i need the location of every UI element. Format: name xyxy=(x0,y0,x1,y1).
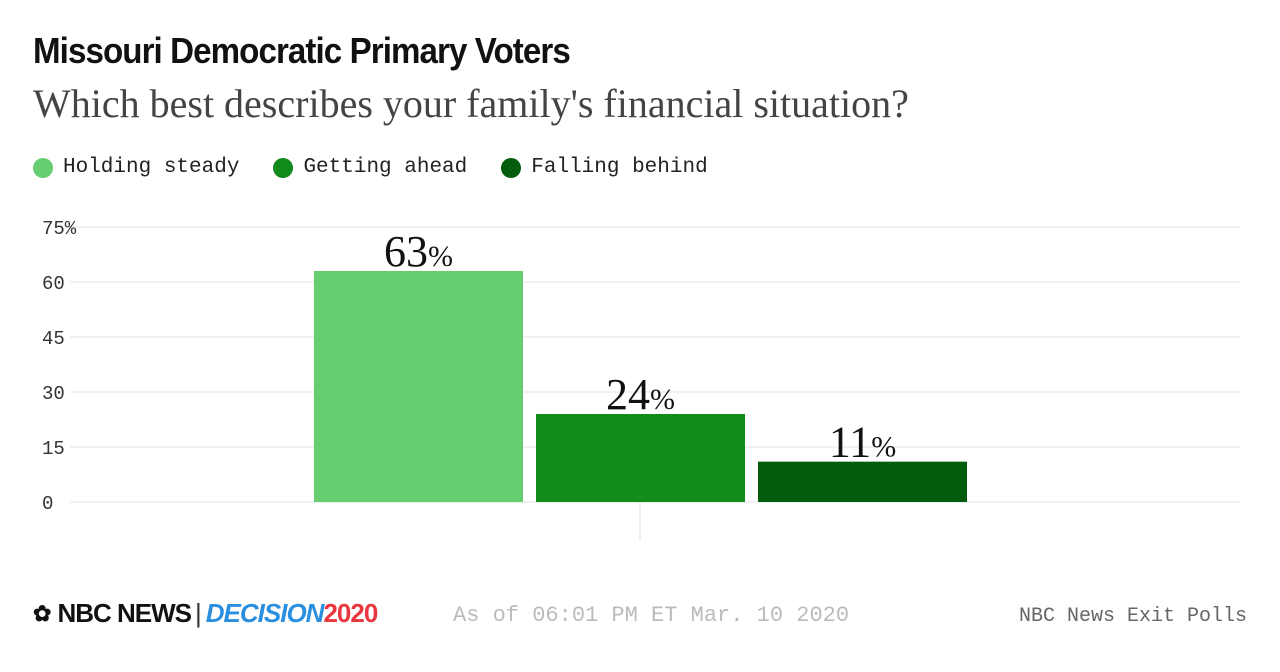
bar xyxy=(758,461,967,502)
y-tick-label: 15 xyxy=(42,438,65,460)
peacock-icon: ✿ xyxy=(33,600,52,626)
legend-label: Falling behind xyxy=(531,156,708,179)
y-tick-label: 30 xyxy=(42,383,65,405)
nbc-decision-logo: ✿ NBC NEWS | DECISION 2020 xyxy=(33,598,378,629)
legend-item: Falling behind xyxy=(501,156,708,179)
legend-item: Holding steady xyxy=(33,156,239,179)
source-credit: NBC News Exit Polls xyxy=(1018,605,1247,628)
legend-swatch xyxy=(33,157,53,178)
nbc-news-logo-text: NBC NEWS xyxy=(57,598,192,628)
bar-value-label: 63% xyxy=(384,227,453,276)
legend-swatch xyxy=(273,157,294,178)
logo-separator: | xyxy=(195,598,202,628)
decision-year-text: 2020 xyxy=(323,598,378,628)
legend: Holding steady Getting ahead Falling beh… xyxy=(33,156,708,179)
legend-label: Holding steady xyxy=(63,156,240,179)
y-tick-label: 75% xyxy=(42,218,77,240)
y-tick-label: 60 xyxy=(42,273,65,295)
timestamp: As of 06:01 PM ET Mar. 10 2020 xyxy=(453,603,850,628)
legend-item: Getting ahead xyxy=(273,156,467,179)
legend-swatch xyxy=(501,157,522,178)
bar xyxy=(314,271,523,502)
decision-logo-text: DECISION xyxy=(205,598,325,628)
y-tick-label: 0 xyxy=(42,493,53,515)
bar-value-label: 24% xyxy=(606,370,675,419)
bar-value-label: 11% xyxy=(829,418,896,467)
bar xyxy=(536,414,745,502)
legend-label: Getting ahead xyxy=(303,156,468,179)
chart-title: Missouri Democratic Primary Voters xyxy=(33,30,571,71)
y-tick-label: 45 xyxy=(42,328,65,350)
chart-subtitle: Which best describes your family's finan… xyxy=(33,81,909,126)
